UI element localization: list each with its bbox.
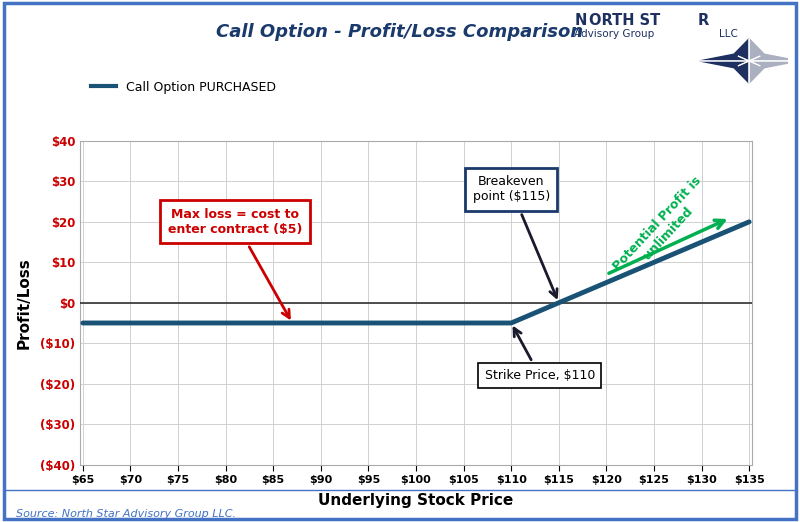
Polygon shape [699,39,749,83]
Text: Breakeven
point ($115): Breakeven point ($115) [473,175,557,298]
Text: Max loss = cost to
enter contract ($5): Max loss = cost to enter contract ($5) [168,208,302,318]
Legend: Call Option PURCHASED: Call Option PURCHASED [86,76,282,99]
Text: Potential Profit is
unlimited: Potential Profit is unlimited [610,174,715,283]
Y-axis label: Profit/Loss: Profit/Loss [17,257,31,349]
Text: Source: North Star Advisory Group LLC.: Source: North Star Advisory Group LLC. [16,509,236,519]
Text: LLC: LLC [719,29,738,39]
Text: R: R [698,13,709,28]
Text: ORTH ST: ORTH ST [590,13,661,28]
Text: Call Option - Profit/Loss Comparison: Call Option - Profit/Loss Comparison [216,23,584,41]
Text: N: N [574,13,586,28]
Polygon shape [749,39,798,83]
Text: Strike Price, $110: Strike Price, $110 [485,328,595,382]
Text: Advisory Group: Advisory Group [574,29,654,39]
X-axis label: Underlying Stock Price: Underlying Stock Price [318,493,514,508]
